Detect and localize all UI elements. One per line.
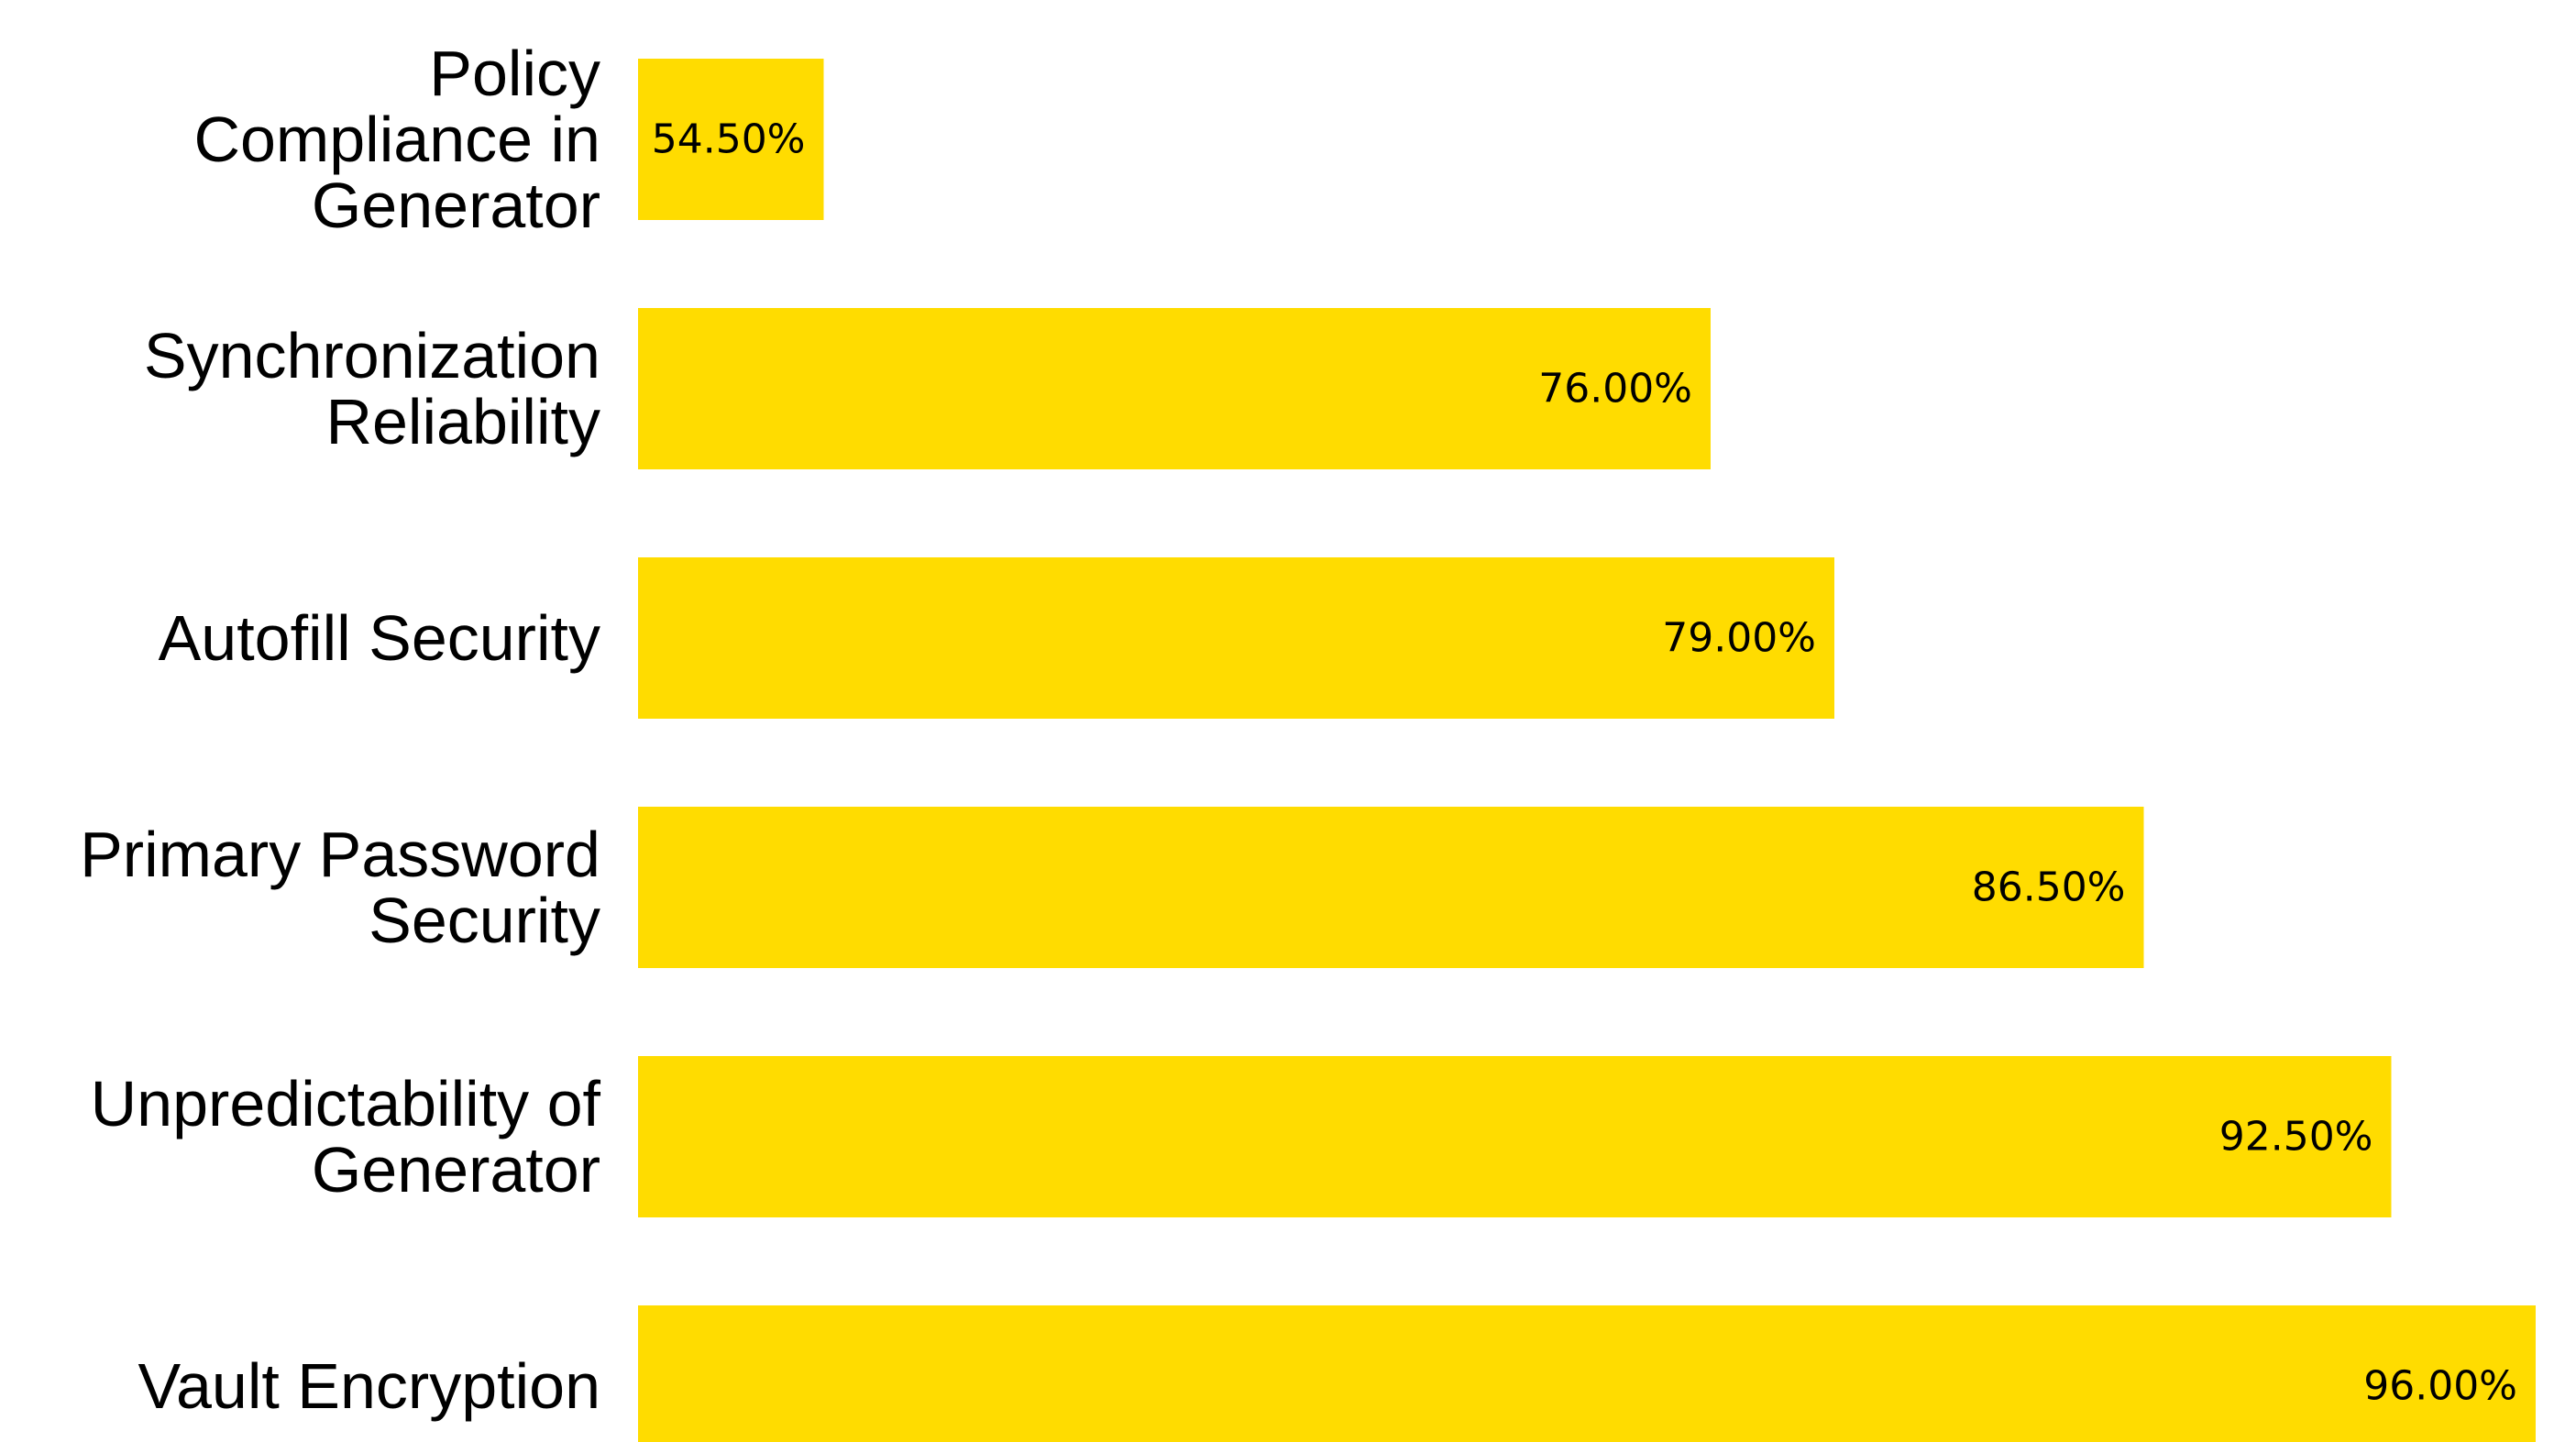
category-label: Synchronization Reliability	[144, 320, 600, 457]
bar-value-label: 54.50%	[652, 116, 806, 163]
category-label-line: Security	[369, 885, 600, 956]
bar-value-label: 76.00%	[1538, 366, 1692, 413]
category-label-line: Policy	[429, 38, 600, 109]
bar	[638, 308, 1711, 469]
bar	[638, 807, 2144, 968]
category-label: Unpredictability of Generator	[91, 1068, 601, 1205]
category-label-line: Generator	[312, 170, 600, 241]
category-label-line: Compliance in	[193, 104, 600, 175]
category-labels-group: Policy Compliance in GeneratorSynchronizat…	[80, 38, 600, 1422]
category-label: Primary Password Security	[80, 819, 600, 956]
category-label-line: Autofill Security	[159, 602, 600, 674]
bar	[638, 557, 1834, 719]
category-label-line: Synchronization	[144, 320, 600, 391]
bar	[638, 59, 824, 220]
category-label-line: Primary Password	[80, 819, 600, 890]
category-label-line: Reliability	[325, 386, 600, 457]
category-label-line: Unpredictability of	[91, 1068, 601, 1139]
bars-group	[638, 59, 2536, 1442]
category-label: Autofill Security	[159, 602, 600, 674]
value-labels-group: 54.50% 76.00% 79.00% 86.50% 92.50% 96.00%	[652, 116, 2517, 1410]
bar	[638, 1056, 2392, 1217]
bar-value-label: 86.50%	[1972, 864, 2126, 911]
bar-value-label: 92.50%	[2219, 1114, 2373, 1161]
category-label-line: Generator	[312, 1134, 600, 1205]
bar-value-label: 79.00%	[1662, 615, 1816, 662]
bar-value-label: 96.00%	[2363, 1363, 2517, 1410]
category-label: Policy Compliance in Generator	[193, 38, 600, 241]
category-label: Vault Encryption	[138, 1350, 600, 1422]
bar	[638, 1305, 2536, 1442]
category-label-line: Vault Encryption	[138, 1350, 600, 1422]
